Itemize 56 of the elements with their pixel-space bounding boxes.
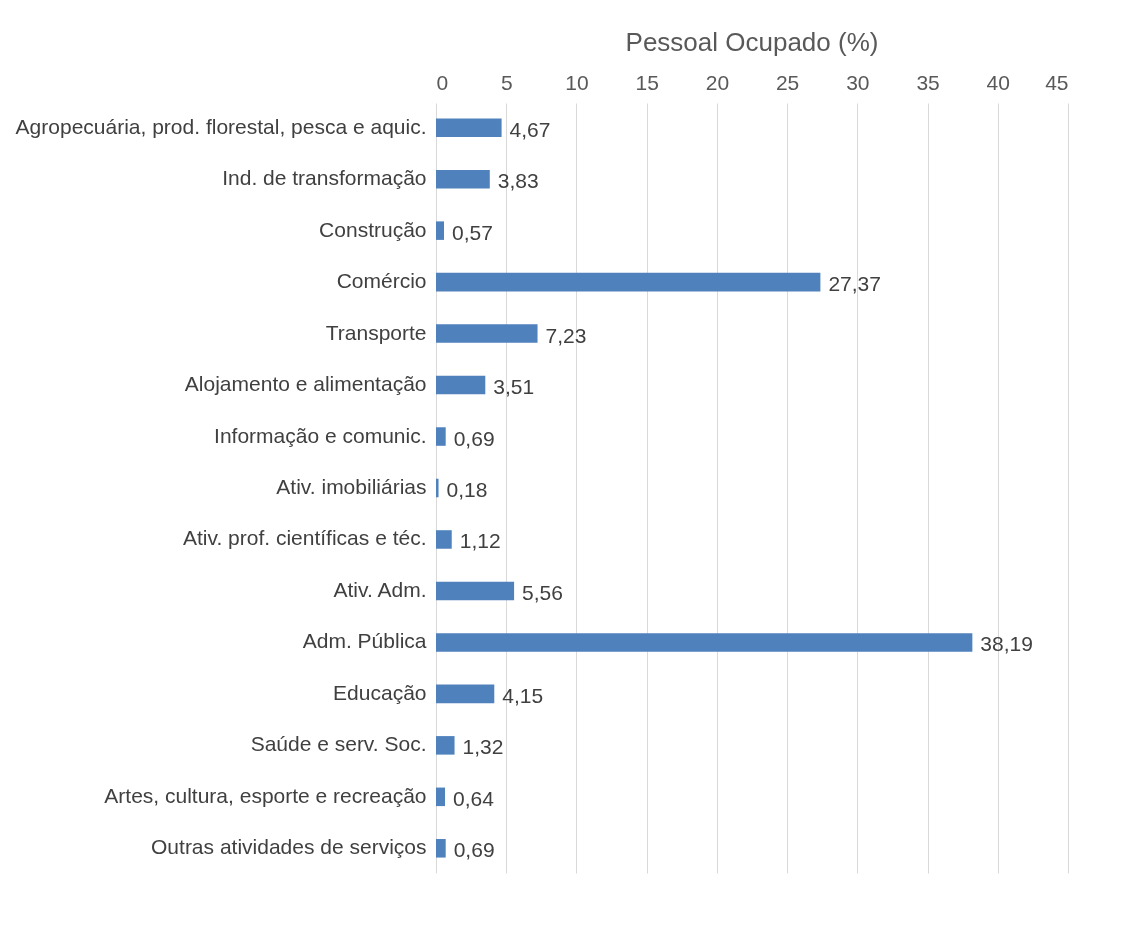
data-label: 4,15 [502, 683, 544, 707]
x-tick-label: 30 [846, 70, 870, 94]
data-label: 38,19 [980, 632, 1033, 656]
y-tick-label: Artes, cultura, esporte e recreação [104, 783, 427, 807]
bar [436, 324, 538, 343]
bar [436, 478, 439, 498]
bar [436, 221, 445, 240]
bar [436, 272, 821, 292]
chart-title: Pessoal Ocupado (%) [625, 27, 879, 57]
bar [436, 581, 515, 601]
data-label: 0,64 [452, 786, 495, 810]
x-tick-label: 25 [775, 70, 800, 94]
data-label: 3,83 [497, 169, 539, 193]
y-tick-label: Ativ. imobiliárias [276, 475, 427, 498]
y-tick-label: Outras atividades de serviços [151, 835, 427, 859]
data-label: 3,51 [493, 375, 535, 399]
bar [436, 427, 446, 446]
bar [436, 787, 445, 807]
y-tick-label: Adm. Pública [302, 629, 427, 653]
data-label: 7,23 [545, 323, 587, 347]
x-tick-label: 45 [1045, 70, 1069, 94]
bar [436, 684, 495, 704]
data-label: 5,56 [522, 580, 563, 604]
bar [436, 375, 486, 395]
bar [436, 736, 455, 755]
bar [436, 118, 502, 137]
data-label: 1,32 [462, 735, 504, 759]
data-label: 0,69 [453, 838, 495, 862]
y-tick-label: Ativ. prof. científicas e téc. [182, 526, 427, 550]
bar [436, 839, 446, 858]
x-tick-label: 35 [916, 70, 940, 94]
y-tick-label: Alojamento e alimentação [184, 372, 427, 396]
y-tick-label: Ind. de transformação [222, 166, 427, 190]
y-tick-label: Comércio [336, 269, 427, 293]
data-label: 4,67 [509, 117, 551, 141]
x-tick-label: 20 [705, 70, 730, 94]
data-label: 27,37 [828, 272, 881, 296]
x-tick-label: 10 [565, 70, 589, 94]
data-label: 0,69 [453, 426, 495, 450]
bar [436, 633, 973, 652]
x-tick-label: 0 [436, 70, 449, 94]
y-tick-label: Agropecuária, prod. florestal, pesca e aquic. [15, 114, 427, 138]
x-tick-label: 15 [635, 70, 659, 94]
data-label: 1,12 [459, 529, 501, 553]
bar [436, 530, 452, 549]
y-tick-label: Construção [319, 217, 427, 241]
x-tick-label: 5 [500, 70, 513, 94]
data-label: 0,57 [452, 220, 493, 244]
y-tick-label: Educação [333, 680, 427, 704]
data-label: 0,18 [446, 478, 488, 501]
y-tick-label: Saúde e serv. Soc. [250, 732, 427, 756]
y-tick-label: Ativ. Adm. [333, 577, 427, 601]
x-tick-label: 40 [986, 70, 1010, 94]
y-tick-label: Transporte [325, 320, 427, 344]
y-tick-label: Informação e comunic. [214, 423, 427, 447]
bar [436, 169, 490, 189]
